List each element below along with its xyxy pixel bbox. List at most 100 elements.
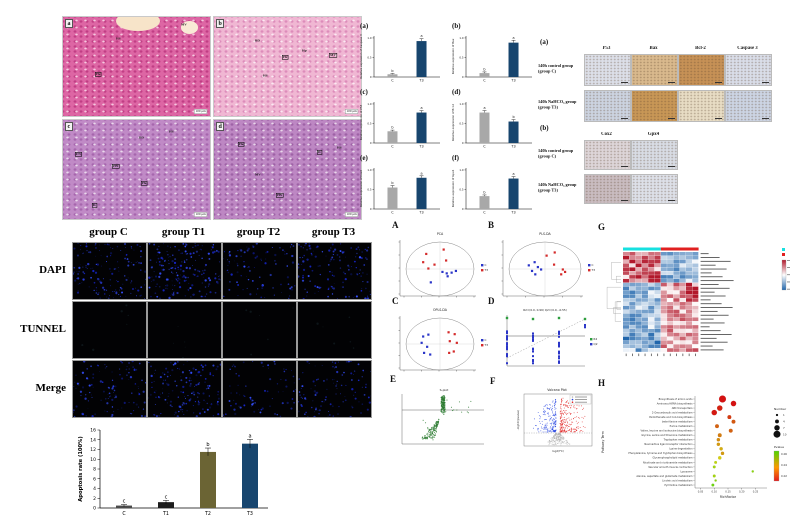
svg-text:7: 7 (783, 426, 785, 430)
ihc-scale-bar (762, 118, 769, 119)
ihc-scale-bar (668, 166, 675, 167)
histology-annotation: HS (168, 129, 174, 134)
ihc-image-P53-row1 (584, 54, 631, 86)
bar-C (479, 73, 490, 77)
svg-text:Number: Number (774, 407, 787, 411)
fluorescence-speckles (222, 242, 296, 300)
ihc-scale-bar (668, 118, 675, 119)
svg-text:0.04: 0.04 (781, 463, 787, 467)
kegg-bubble (717, 433, 722, 438)
permutation-plot: R2=(0.0, 0.99) Q2=(0.0, -0.55) R2 Q2 (495, 306, 599, 381)
ihc-column-header: Cox2 (601, 132, 612, 137)
ihc-image-Bcl-2-row2 (678, 90, 725, 122)
kegg-bubble (730, 400, 737, 407)
svg-text:1.0: 1.0 (367, 168, 371, 172)
bar-C (387, 187, 398, 209)
ihc-row-label: 140h control group (group C) (538, 149, 574, 159)
ihc-scale-bar (621, 82, 628, 83)
svg-text:T3: T3 (484, 268, 489, 272)
histology-annotation: FN (74, 151, 82, 157)
kegg-bubble (716, 437, 721, 442)
tunel-image-Merge-group-T1 (147, 360, 222, 418)
volcano-svg: Volcano Plot log2(FC) -log10(pvalue) (516, 388, 593, 453)
svg-text:6: 6 (93, 476, 96, 482)
ihc-image-Cox2-row2 (584, 174, 631, 204)
svg-text:T3: T3 (418, 79, 423, 83)
panel-letter-F: F (490, 376, 496, 386)
svg-text:RichFactor: RichFactor (720, 495, 737, 499)
svg-text:4: 4 (783, 420, 785, 424)
tunel-column-header: group T2 (236, 226, 281, 238)
svg-text:a: a (512, 172, 514, 176)
svg-text:T3: T3 (510, 211, 515, 215)
qpcr-chart-4: (d) 0 0.5 1.0 Relative expression of Bcl-2 a C… (450, 88, 540, 152)
ihc-section-a-label: (a) (540, 38, 549, 46)
histology-annotation: K (92, 203, 98, 208)
svg-text:C: C (483, 211, 486, 215)
s-plot: S-plot (392, 386, 488, 457)
tunel-column-header: group C (89, 226, 128, 238)
ihc-row-label: 140h NaHCO₃ group (group T3) (538, 100, 577, 110)
qpcr-chart-svg: 0 0.5 1.0 Relative expression of Cox2 b Ca T3 (359, 168, 440, 215)
svg-text:Vascular smooth muscle contrac: Vascular smooth muscle contraction (648, 466, 693, 469)
kegg-bubble (720, 451, 725, 456)
svg-text:C: C (483, 145, 486, 149)
svg-text:T1: T1 (162, 511, 169, 517)
scale-bar: 100 μm (344, 212, 358, 217)
svg-text:b: b (391, 181, 393, 185)
histology-panel-a: a HS He MV 100 μm (62, 16, 211, 117)
histology-annotation: He (237, 141, 245, 147)
histology-annotation: He (140, 181, 148, 187)
svg-text:ABC transporters: ABC transporters (672, 407, 694, 410)
tunel-column-header: group T1 (161, 226, 206, 238)
tunel-image-TUNNEL-group-C (72, 301, 147, 359)
svg-text:T3: T3 (510, 145, 515, 149)
qpcr-chart-svg: 0 0.5 1.0 Relative expression of Bcl-2 a Cb T3 (451, 102, 532, 149)
svg-text:Tryptophan metabolism: Tryptophan metabolism (664, 439, 693, 442)
histology-annotation: HN (275, 193, 284, 198)
svg-text:0: 0 (462, 207, 464, 211)
svg-text:Pathway Term: Pathway Term (601, 431, 605, 453)
bar-C (387, 74, 398, 77)
svg-text:1.0: 1.0 (367, 102, 371, 106)
svg-text:T3: T3 (246, 511, 253, 517)
bar-T3 (508, 42, 519, 77)
svg-text:16: 16 (90, 428, 96, 434)
svg-text:a: a (420, 34, 422, 38)
bar-T3 (416, 41, 427, 77)
ihc-scale-bar (668, 200, 675, 201)
tunel-section: group C group T1 group T2 group T3 DAPI TUNNE… (20, 224, 380, 419)
pca-svg: PCA CT3 (398, 232, 489, 298)
svg-text:8: 8 (93, 467, 96, 473)
histology-annotation: HS (115, 36, 121, 41)
svg-text:PCA: PCA (437, 232, 444, 236)
qpcr-chart-letter: (f) (452, 154, 459, 162)
svg-text:2-Oxocarboxylic acid metabolis: 2-Oxocarboxylic acid metabolism (652, 411, 693, 414)
kegg-bubble (712, 474, 716, 478)
svg-text:R2: R2 (594, 337, 598, 341)
tunel-row-header: Merge (35, 382, 66, 394)
pca-plot: PCA C T3 (392, 230, 490, 309)
svg-text:0.5: 0.5 (459, 187, 463, 191)
tunel-image-TUNNEL-group-T3 (297, 301, 372, 359)
histology-annotation: Hc (281, 54, 289, 60)
svg-text:14: 14 (90, 437, 96, 443)
ihc-image-P53-row2 (584, 90, 631, 122)
svg-text:2: 2 (93, 496, 96, 502)
svg-text:b: b (512, 115, 514, 119)
tunel-image-Merge-group-T3 (297, 360, 372, 419)
svg-text:0.5: 0.5 (459, 121, 463, 125)
svg-text:T3: T3 (591, 268, 596, 272)
svg-text:10: 10 (90, 457, 96, 463)
qpcr-chart-letter: (b) (452, 22, 461, 30)
svg-text:a: a (420, 106, 422, 110)
fluorescence-speckles (173, 325, 221, 359)
qpcr-chart-letter: (d) (452, 88, 461, 96)
ihc-scale-bar (762, 82, 769, 83)
panel-letter-E: E (390, 374, 397, 384)
histology-panel-b: b BD Hc Hp MV HS 100 μm (213, 16, 362, 117)
svg-text:Volcano Plot: Volcano Plot (547, 388, 567, 392)
